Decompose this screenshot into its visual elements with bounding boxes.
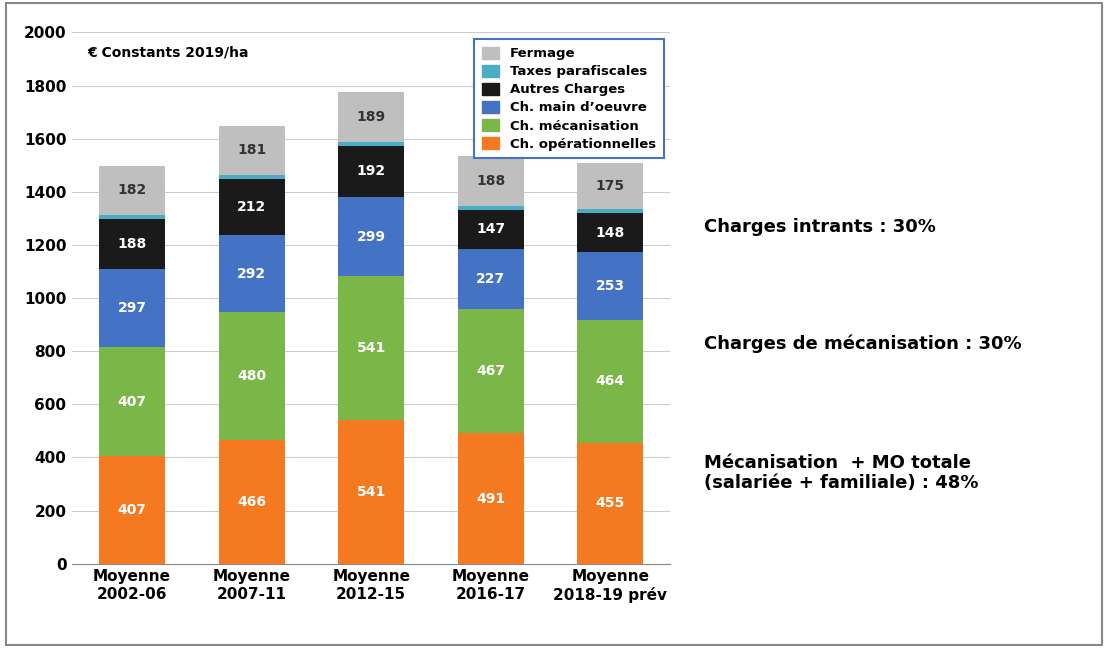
Bar	[218, 440, 285, 564]
Text: 541: 541	[357, 485, 386, 499]
Bar	[577, 443, 643, 564]
Text: 227: 227	[476, 272, 505, 286]
Text: Charges intrants : 30%: Charges intrants : 30%	[704, 218, 935, 236]
Bar	[577, 213, 643, 252]
Text: 188: 188	[117, 237, 146, 251]
Text: 148: 148	[596, 226, 625, 240]
Text: 491: 491	[476, 492, 505, 505]
Text: 192: 192	[357, 165, 386, 178]
Text: 175: 175	[596, 179, 625, 193]
Text: 407: 407	[117, 503, 146, 516]
Text: 299: 299	[357, 229, 386, 244]
Text: 182: 182	[117, 183, 146, 198]
Text: 181: 181	[237, 143, 266, 157]
Bar	[338, 142, 404, 146]
Bar	[458, 210, 524, 249]
Bar	[218, 126, 285, 174]
Bar	[458, 206, 524, 210]
Text: 212: 212	[237, 200, 266, 214]
Text: 188: 188	[476, 174, 505, 188]
Text: Charges de mécanisation : 30%: Charges de mécanisation : 30%	[704, 334, 1022, 353]
Bar	[218, 178, 285, 235]
Bar	[458, 156, 524, 206]
Bar	[100, 347, 165, 456]
Text: 464: 464	[596, 375, 625, 388]
Bar	[338, 197, 404, 276]
Text: 297: 297	[117, 301, 146, 315]
Text: 147: 147	[476, 222, 505, 237]
Text: € Constants 2019/ha: € Constants 2019/ha	[86, 45, 248, 60]
Text: 480: 480	[237, 369, 266, 383]
Text: Mécanisation  + MO totale
(salariée + familiale) : 48%: Mécanisation + MO totale (salariée + fam…	[704, 454, 978, 492]
Bar	[338, 420, 404, 564]
Text: 407: 407	[117, 395, 146, 408]
Text: 455: 455	[596, 496, 625, 511]
Bar	[218, 174, 285, 178]
Bar	[100, 218, 165, 268]
Bar	[100, 456, 165, 564]
Bar	[577, 163, 643, 209]
Bar	[577, 252, 643, 319]
Bar	[458, 249, 524, 309]
Bar	[458, 434, 524, 564]
Bar	[458, 309, 524, 434]
Bar	[218, 235, 285, 312]
Bar	[577, 319, 643, 443]
Bar	[338, 91, 404, 142]
Text: 253: 253	[596, 279, 625, 293]
Bar	[100, 214, 165, 218]
Text: 541: 541	[357, 341, 386, 355]
Text: 189: 189	[357, 110, 386, 124]
Bar	[338, 146, 404, 197]
Bar	[100, 268, 165, 347]
Text: 292: 292	[237, 266, 266, 281]
Text: 466: 466	[237, 495, 266, 509]
Bar	[218, 312, 285, 440]
Legend: Fermage, Taxes parafiscales, Autres Charges, Ch. main d’oeuvre, Ch. mécanisation: Fermage, Taxes parafiscales, Autres Char…	[474, 39, 664, 159]
Bar	[338, 276, 404, 420]
Text: 467: 467	[476, 364, 505, 378]
Bar	[100, 167, 165, 214]
Bar	[577, 209, 643, 213]
